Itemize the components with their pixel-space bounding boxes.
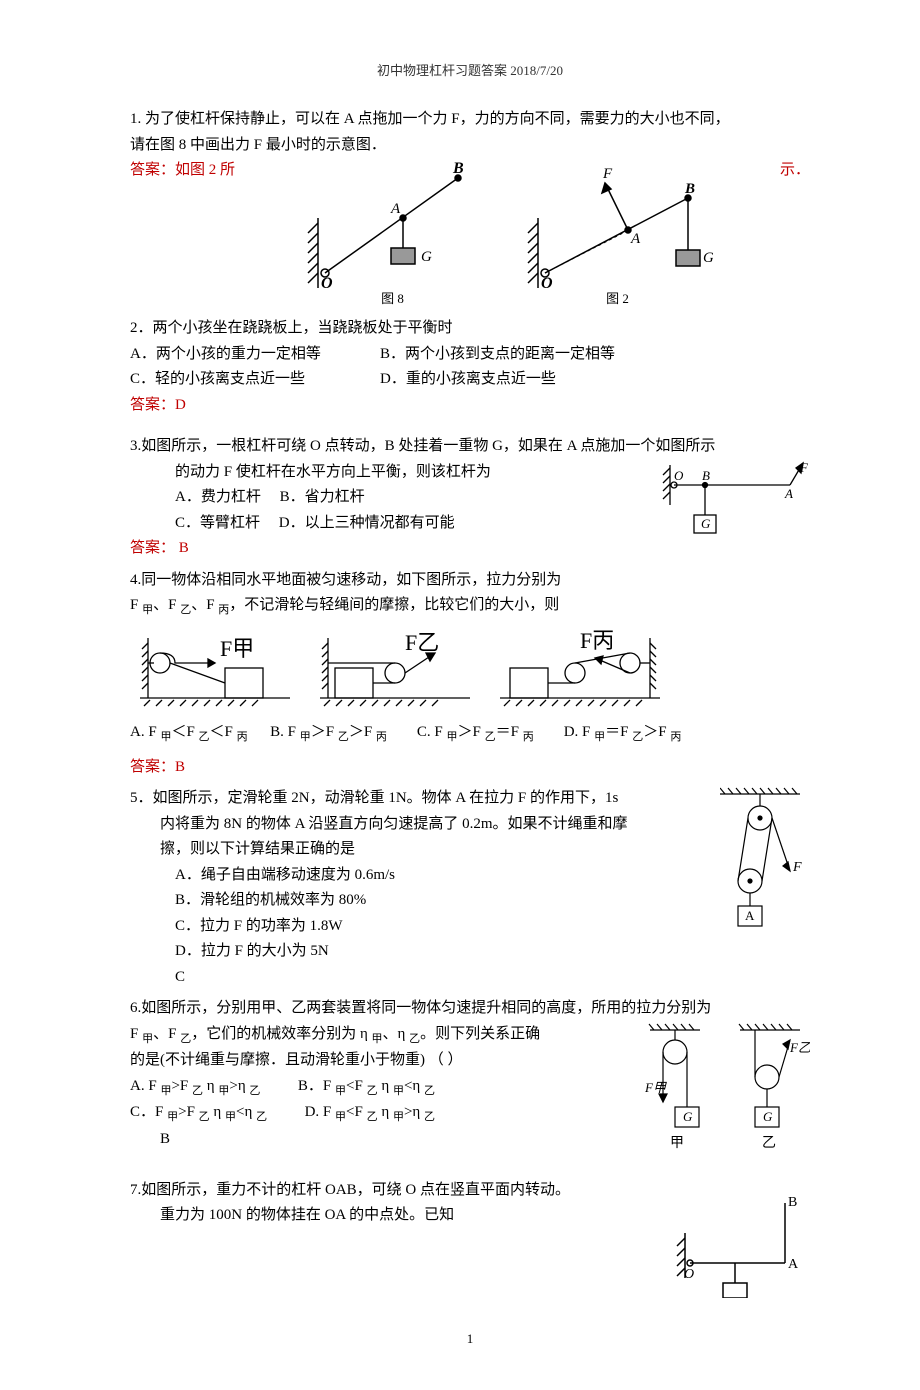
q6-stem1: 6.如图所示，分别用甲、乙两套装置将同一物体匀速提升相同的高度，所用的拉力分别为	[130, 996, 810, 1022]
q1-cap2: 图 2	[523, 288, 713, 310]
q3-fig: O B A G F	[660, 460, 810, 550]
svg-text:乙: 乙	[762, 1135, 776, 1151]
svg-text:B: B	[452, 160, 464, 177]
q3-C: C．等臂杠杆	[175, 515, 260, 531]
q1: 1. 为了使杠杆保持静止，可以在 A 点拖加一个力 F，力的方向不同，需要力的大…	[130, 107, 810, 310]
q7-fig: O A B	[670, 1188, 810, 1298]
page-header: 初中物理杠杆习题答案 2018/7/20	[130, 60, 810, 82]
q4-fig1: F甲	[140, 628, 290, 708]
svg-text:甲: 甲	[670, 1136, 684, 1151]
svg-text:F丙: F丙	[580, 628, 614, 653]
q2-ans: 答案：D	[130, 393, 810, 419]
q5-C: C．拉力 F 的功率为 1.8W	[130, 914, 810, 940]
svg-text:O: O	[674, 468, 684, 483]
svg-text:G: G	[763, 1109, 773, 1124]
svg-text:B: B	[788, 1195, 797, 1210]
q5-stem2: 内将重为 8N 的物体 A 沿竖直方向匀速提高了 0.2m。如果不计绳重和摩	[130, 812, 810, 838]
q2-B: B．两个小孩到支点的距离一定相等	[380, 342, 810, 368]
q5-extra: C	[130, 965, 810, 991]
svg-text:A: A	[745, 908, 755, 923]
q1-ans-right: 示．	[780, 158, 810, 184]
q1-line2: 请在图 8 中画出力 F 最小时的示意图．	[130, 133, 810, 159]
q4: 4.同一物体沿相同水平地面被匀速移动，如下图所示，拉力分别为 F 甲、F 乙、F…	[130, 568, 810, 780]
q6: 6.如图所示，分别用甲、乙两套装置将同一物体匀速提升相同的高度，所用的拉力分别为	[130, 996, 810, 1172]
q1-fig2: F B A O G 图 2	[523, 158, 713, 310]
svg-text:A: A	[788, 1257, 799, 1272]
svg-text:B: B	[684, 181, 695, 197]
svg-text:F乙: F乙	[789, 1040, 810, 1055]
q4-stem: 4.同一物体沿相同水平地面被匀速移动，如下图所示，拉力分别为	[130, 568, 810, 594]
q5-A: A．绳子自由端移动速度为 0.6m/s	[130, 863, 810, 889]
q4-ans: 答案：B	[130, 755, 810, 781]
q5-D: D．拉力 F 的大小为 5N	[130, 939, 810, 965]
q2-A: A．两个小孩的重力一定相等	[130, 342, 350, 368]
svg-text:B: B	[702, 468, 710, 483]
q5-stem1: 5．如图所示，定滑轮重 2N，动滑轮重 1N。物体 A 在拉力 F 的作用下，1…	[130, 786, 810, 812]
q3-B: B．省力杠杆	[280, 489, 365, 505]
q3-D: D．以上三种情况都有可能	[279, 515, 455, 531]
svg-text:F: F	[602, 166, 613, 182]
q2: 2．两个小孩坐在跷跷板上，当跷跷板处于平衡时 A．两个小孩的重力一定相等 B．两…	[130, 316, 810, 418]
svg-text:G: G	[421, 249, 432, 265]
svg-text:G: G	[701, 516, 711, 531]
q7: O A B 7.如图所示，重力不计的杠杆 OAB，可绕 O 点在竖直平面内转动。…	[130, 1178, 810, 1298]
svg-text:G: G	[703, 250, 713, 266]
svg-text:F: F	[792, 860, 802, 875]
svg-text:F甲: F甲	[220, 636, 254, 661]
q4-stem2: F 甲、F 乙、F 丙，不记滑轮与轻绳间的摩擦，比较它们的大小，则	[130, 593, 810, 620]
page-number: 1	[130, 1328, 810, 1350]
q1-cap1: 图 8	[303, 288, 483, 310]
svg-text:A: A	[630, 231, 641, 247]
svg-text:A: A	[390, 201, 401, 217]
q5-B: B．滑轮组的机械效率为 80%	[130, 888, 810, 914]
q3-stem: 3.如图所示，一根杠杆可绕 O 点转动，B 处挂着一重物 G，如果在 A 点施加…	[130, 434, 810, 460]
q4-opts: A. F 甲＜F 乙＜F 丙 B. F 甲＞F 乙＞F 丙 C. F 甲＞F 乙…	[130, 720, 810, 747]
svg-text:A: A	[784, 486, 793, 501]
q5: F A 5．如图所示，定滑轮重 2N，动滑轮重 1N。物体 A 在拉力 F 的作…	[130, 786, 810, 990]
q6-fig: F甲 G F乙 G 甲 乙	[640, 1022, 810, 1172]
q2-D: D．重的小孩离支点近一些	[380, 367, 810, 393]
q3: 3.如图所示，一根杠杆可绕 O 点转动，B 处挂着一重物 G，如果在 A 点施加…	[130, 434, 810, 562]
svg-text:G: G	[683, 1109, 693, 1124]
svg-text:O: O	[684, 1267, 694, 1282]
svg-text:O: O	[321, 275, 333, 288]
svg-text:F甲: F甲	[644, 1080, 667, 1095]
svg-text:O: O	[541, 275, 553, 288]
q4-fig2: F乙	[320, 628, 470, 708]
q2-C: C．轻的小孩离支点近一些	[130, 367, 350, 393]
q2-stem: 2．两个小孩坐在跷跷板上，当跷跷板处于平衡时	[130, 316, 810, 342]
q5-fig: F A	[720, 786, 810, 946]
q4-fig3: F丙	[500, 628, 660, 708]
q5-stem3: 擦，则以下计算结果正确的是	[130, 837, 810, 863]
svg-text:F: F	[799, 460, 809, 475]
svg-text:F乙: F乙	[405, 630, 439, 655]
q1-line1: 1. 为了使杠杆保持静止，可以在 A 点拖加一个力 F，力的方向不同，需要力的大…	[130, 107, 810, 133]
q3-A: A．费力杠杆	[175, 489, 261, 505]
q1-fig8: B A G O 图 8	[303, 158, 483, 310]
q1-ans-left: 答案：如图 2 所	[130, 158, 235, 184]
